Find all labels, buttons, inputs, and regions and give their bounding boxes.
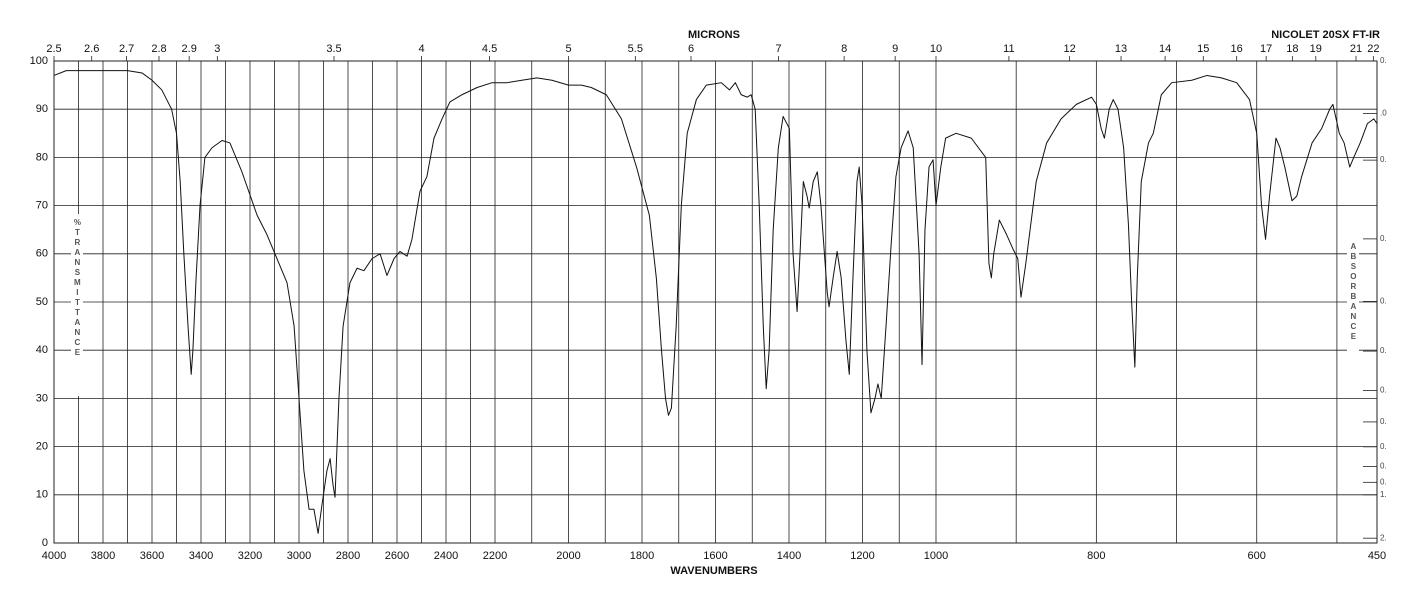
y-tick-label: 20	[36, 441, 48, 453]
top-tick-label: 18	[1286, 43, 1298, 55]
y2-tick-label: 0.	[1380, 477, 1387, 486]
y2-tick-label: 0.	[1380, 462, 1387, 471]
top-tick-label: 16	[1231, 43, 1243, 55]
y2-tick-label: 2.	[1380, 533, 1387, 542]
top-tick-label: 12	[1064, 43, 1076, 55]
top-tick-label: 15	[1197, 43, 1209, 55]
x-tick-label: 2200	[483, 550, 507, 562]
y-tick-label: 50	[36, 296, 48, 308]
top-tick-label: 3.5	[326, 43, 341, 55]
top-tick-label: 2.9	[182, 43, 197, 55]
top-tick-label: 4	[418, 43, 424, 55]
y-tick-label: 80	[36, 151, 48, 163]
top-tick-label: 2.6	[84, 43, 99, 55]
x-tick-label: 3600	[140, 550, 164, 562]
x-tick-label: 3800	[91, 550, 115, 562]
y2-axis-title: ABSORBANCE	[1349, 242, 1358, 342]
y2-tick-label: 0.	[1380, 386, 1387, 395]
x-tick-label: 2800	[336, 550, 360, 562]
y-tick-label: 0	[42, 537, 48, 549]
top-tick-label: 14	[1159, 43, 1171, 55]
y-tick-label: 40	[36, 344, 48, 356]
x-tick-label: 2600	[385, 550, 409, 562]
top-tick-label: 7	[775, 43, 781, 55]
x-tick-label: 1200	[850, 550, 874, 562]
top-axis-title: MICRONS	[688, 29, 740, 41]
y2-tick-label: 0.	[1380, 346, 1387, 355]
top-tick-label: 19	[1310, 43, 1322, 55]
y2-tick-label: 0.	[1380, 297, 1387, 306]
chart-title: NICOLET 20SX FT-IR	[1271, 29, 1380, 41]
spectrum-line	[53, 70, 1378, 534]
top-tick-label: 9	[892, 43, 898, 55]
y2-tick-label: 0.	[1380, 442, 1387, 451]
top-tick-label: 6	[688, 43, 694, 55]
top-tick-label: 17	[1260, 43, 1272, 55]
y-tick-label: 70	[36, 200, 48, 212]
x-tick-label: 1600	[703, 550, 727, 562]
x-tick-label: 1800	[630, 550, 654, 562]
top-tick-label: 3	[214, 43, 220, 55]
y2-tick-label: 0.	[1380, 56, 1387, 65]
x-tick-label: 3400	[189, 550, 213, 562]
y2-tick-label: 1.	[1380, 490, 1387, 499]
top-tick-label: 22	[1367, 43, 1379, 55]
y2-tick-label: 0.	[1380, 417, 1387, 426]
y2-tick-label: 0.	[1380, 234, 1387, 243]
y-tick-label: 60	[36, 248, 48, 260]
x-tick-label: 2400	[434, 550, 458, 562]
x-tick-label: 2000	[556, 550, 580, 562]
y2-tick-label: 0.	[1380, 155, 1387, 164]
top-tick-label: 2.5	[46, 43, 61, 55]
x-tick-label: 3000	[287, 550, 311, 562]
x-tick-label: 600	[1248, 550, 1266, 562]
x-tick-label: 800	[1087, 550, 1105, 562]
top-tick-label: 21	[1350, 43, 1362, 55]
x-tick-label: 4000	[42, 550, 66, 562]
top-tick-label: 5	[565, 43, 571, 55]
top-tick-label: 4.5	[482, 43, 497, 55]
y-axis-title: %TRANSMITTANCE	[73, 218, 82, 358]
top-tick-label: 8	[841, 43, 847, 55]
y-tick-label: 10	[36, 489, 48, 501]
y-tick-label: 30	[36, 392, 48, 404]
x-tick-label: 3200	[238, 550, 262, 562]
y2-title-bg	[1347, 238, 1359, 368]
top-tick-label: 13	[1115, 43, 1127, 55]
plot-frame	[53, 60, 1378, 544]
x-axis-title: WAVENUMBERS	[670, 565, 757, 577]
x-tick-label: 1400	[777, 550, 801, 562]
y-tick-label: 100	[30, 55, 48, 67]
top-tick-label: 10	[930, 43, 942, 55]
y-tick-label: 90	[36, 103, 48, 115]
x-tick-label: 1000	[924, 550, 948, 562]
top-tick-label: 5.5	[628, 43, 643, 55]
x-tick-label: 450	[1368, 550, 1386, 562]
y2-tick-label: .0	[1380, 109, 1387, 118]
top-tick-label: 2.7	[119, 43, 134, 55]
top-tick-label: 11	[1003, 43, 1014, 55]
y-title-bg	[71, 214, 83, 396]
top-tick-label: 2.8	[151, 43, 166, 55]
